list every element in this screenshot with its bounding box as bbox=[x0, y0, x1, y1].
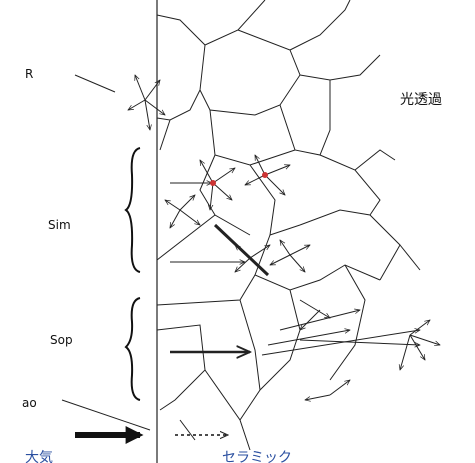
label-sop: Sop bbox=[50, 333, 73, 347]
label-r: R bbox=[25, 67, 33, 81]
label-transmission: 光透過 bbox=[400, 92, 442, 108]
pointer-r bbox=[75, 75, 115, 92]
label-ao: ao bbox=[22, 396, 37, 410]
grain-boundaries bbox=[157, 0, 420, 450]
pointer-ao bbox=[62, 400, 150, 430]
label-ceramic: セラミック bbox=[222, 450, 292, 463]
brace-sim bbox=[126, 148, 140, 272]
label-sim: Sim bbox=[48, 218, 71, 232]
brace-sop bbox=[126, 298, 140, 400]
label-air: 大気 bbox=[25, 450, 53, 463]
diagram: R Sim Sop ao 光透過 大気 セラミック bbox=[0, 0, 475, 463]
